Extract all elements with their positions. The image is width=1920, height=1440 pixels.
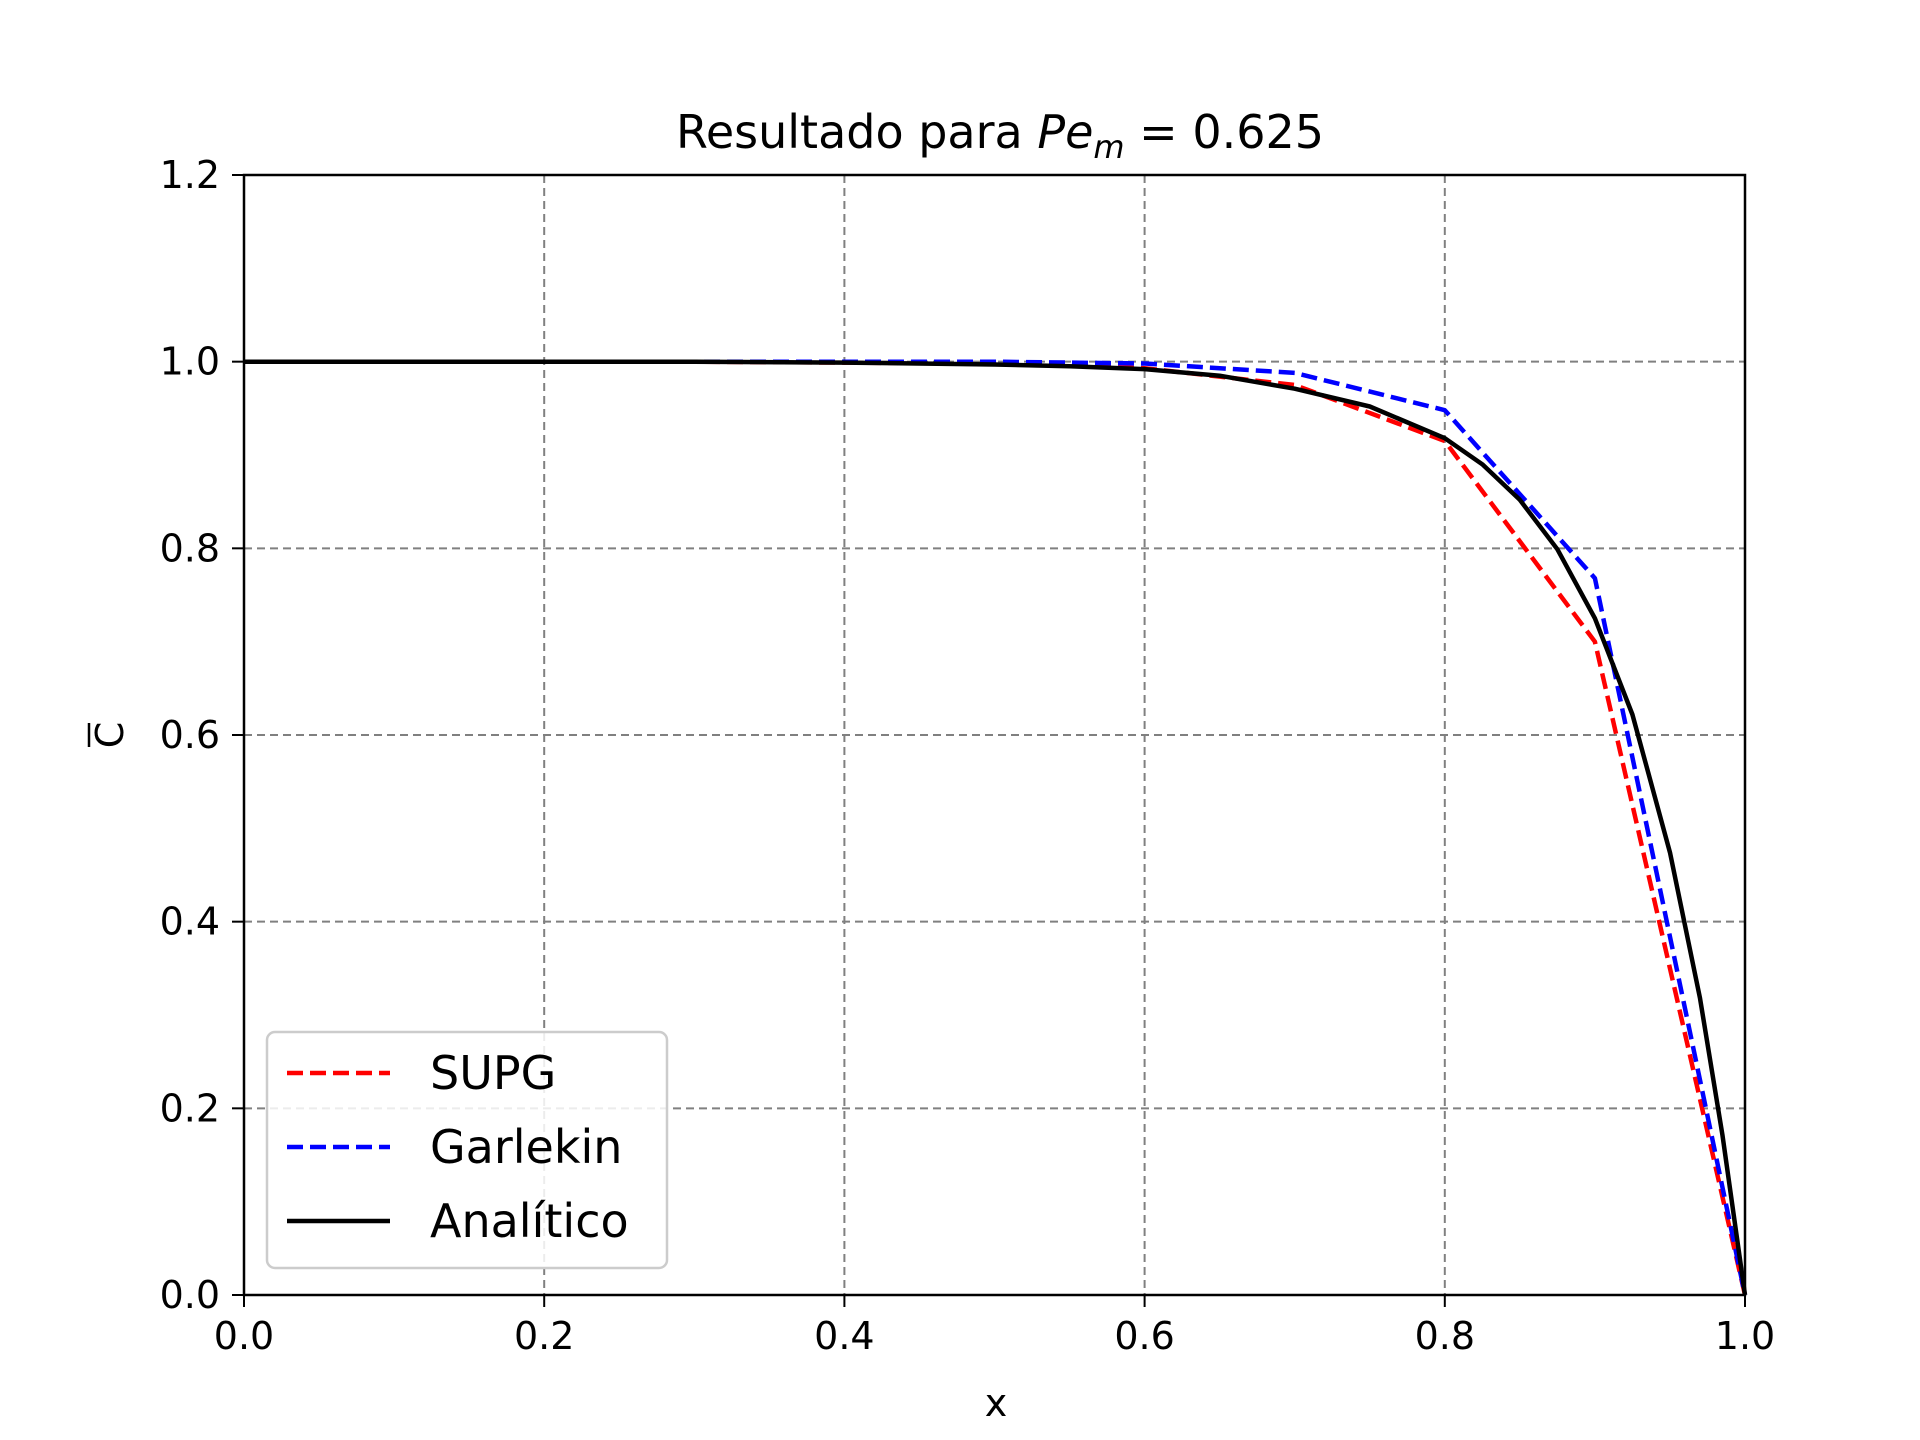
series-line-2 xyxy=(244,359,1748,1296)
y-tick-label: 0.6 xyxy=(160,713,220,757)
y-tick-label: 0.2 xyxy=(160,1086,220,1130)
chart-title: Resultado para Pem = 0.625 xyxy=(676,105,1324,166)
title-equals: = 0.625 xyxy=(1125,105,1324,159)
x-tick-label: 0.2 xyxy=(514,1314,574,1358)
y-axis-label: C xyxy=(87,722,132,749)
x-tick-label: 0.4 xyxy=(814,1314,874,1358)
x-tick-label: 1.0 xyxy=(1715,1314,1775,1358)
y-tick-label: 0.4 xyxy=(160,900,220,944)
x-tick-label: 0.0 xyxy=(214,1314,274,1358)
legend-label-0: SUPG xyxy=(430,1046,556,1100)
axis-ticks: 0.0 0.2 0.4 0.6 0.8 1.0 0.0 0.2 0.4 0.6 0.8 1.0 1.2 xyxy=(160,153,1776,1358)
x-tick-label: 0.6 xyxy=(1114,1314,1174,1358)
title-math-sub: m xyxy=(1093,128,1124,166)
y-axis-label-text: C xyxy=(88,722,132,749)
y-tick-label: 1.2 xyxy=(160,153,220,197)
y-tick-label: 0.0 xyxy=(160,1273,220,1317)
title-prefix: Resultado para xyxy=(676,105,1037,159)
title-math-var: Pe xyxy=(1037,105,1093,159)
x-axis-label: x xyxy=(985,1381,1008,1425)
legend-label-1: Garlekin xyxy=(430,1120,622,1174)
y-tick-label: 0.8 xyxy=(160,526,220,570)
legend-label-2: Analítico xyxy=(430,1194,629,1248)
series-line-1 xyxy=(244,359,1748,1296)
legend-entries: SUPG Garlekin Analítico xyxy=(287,1046,629,1248)
legend-box xyxy=(265,1030,669,1270)
series-lines xyxy=(244,359,1748,1296)
legend: SUPG Garlekin Analítico xyxy=(265,1030,669,1270)
y-tick-label: 1.0 xyxy=(160,340,220,384)
x-tick-label: 0.8 xyxy=(1415,1314,1475,1358)
